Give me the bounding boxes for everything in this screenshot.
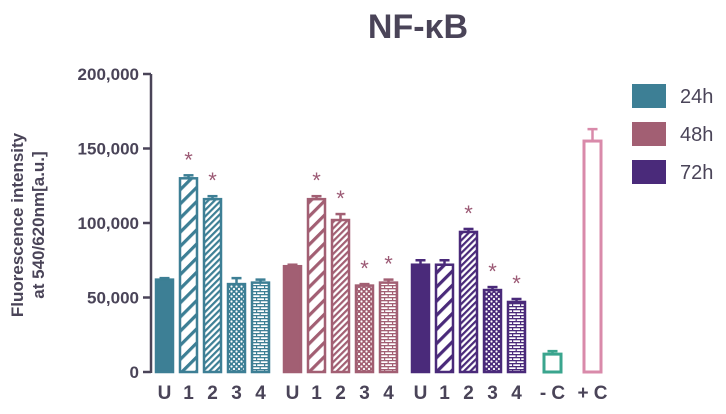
legend-label: 48h — [680, 124, 713, 146]
y-tick-label: 0 — [130, 363, 139, 382]
legend-swatch — [632, 160, 666, 184]
significance-star: * — [336, 186, 345, 211]
legend-item: 48h — [632, 122, 713, 146]
y-axis-label-line: at 540/620nm[a.u.] — [29, 151, 48, 298]
significance-star: * — [312, 168, 321, 193]
significance-star: * — [208, 168, 217, 193]
significance-star: * — [184, 147, 193, 172]
bar-rect — [378, 281, 399, 374]
legend-item: 24h — [632, 84, 713, 108]
bar-u: U — [154, 276, 175, 404]
bar-1: 1* — [178, 147, 199, 404]
x-tick-label: 4 — [511, 383, 522, 404]
y-axis-label: Fluorescence intensity at 540/620nm[a.u.] — [8, 132, 48, 317]
bars: U 1*2*3 4 U 1*2*3*4*U 1 2*3*4*- C + C — [154, 127, 608, 404]
legend-item: 72h — [632, 160, 713, 184]
legend-swatch — [632, 84, 666, 108]
bar-rect — [582, 139, 603, 374]
bar-4: 4* — [378, 252, 399, 404]
axes: 0 50,000 100,000 150,000 200,000 — [78, 65, 153, 382]
chart-title: NF-κB — [368, 8, 468, 46]
legend-label: 24h — [680, 86, 713, 108]
bar-rect — [458, 230, 479, 374]
bar-1: 1 — [434, 259, 455, 404]
y-tick-label: 100,000 — [78, 214, 139, 233]
bar-rect — [434, 263, 455, 374]
bar-rect — [354, 284, 375, 374]
bar-u: U — [282, 263, 303, 404]
x-tick-label: 2 — [207, 383, 218, 404]
significance-star: * — [488, 259, 497, 284]
bar-rect — [330, 218, 351, 374]
significance-star: * — [360, 256, 369, 281]
x-tick-label: 4 — [383, 383, 394, 404]
x-tick-label: + C — [577, 383, 607, 404]
bar-4: 4* — [506, 271, 527, 404]
y-tick-label: 200,000 — [78, 65, 139, 84]
bar-2: 2* — [330, 186, 351, 404]
bar-rect — [178, 177, 199, 374]
legend: 24h 48h 72h — [632, 84, 713, 184]
bar-3: 3* — [482, 259, 503, 404]
bar-rect — [282, 264, 303, 374]
x-tick-label: 3 — [231, 383, 242, 404]
x-tick-label: 4 — [255, 383, 266, 404]
bar-rect — [506, 300, 527, 374]
x-tick-label: 2 — [335, 383, 346, 404]
bar-3: 3* — [354, 256, 375, 404]
x-tick-label: 3 — [487, 383, 498, 404]
bar--c: - C — [540, 349, 566, 404]
x-tick-label: 1 — [439, 383, 450, 404]
x-tick-label: U — [414, 383, 428, 404]
significance-star: * — [512, 271, 521, 296]
legend-label: 72h — [680, 162, 713, 184]
bar-rect — [250, 281, 271, 374]
bar-+c: + C — [577, 127, 608, 404]
bar-rect — [542, 352, 563, 374]
y-axis-label-line: Fluorescence intensity — [8, 132, 27, 317]
bar-rect — [410, 263, 431, 374]
x-tick-label: - C — [540, 383, 566, 404]
significance-star: * — [464, 201, 473, 226]
bar-1: 1* — [306, 168, 327, 404]
x-tick-label: 1 — [183, 383, 194, 404]
x-tick-label: 2 — [463, 383, 474, 404]
bar-rect — [226, 282, 247, 374]
significance-star: * — [384, 252, 393, 277]
bar-rect — [482, 288, 503, 374]
x-tick-label: U — [158, 383, 172, 404]
legend-swatch — [632, 122, 666, 146]
bar-u: U — [410, 259, 431, 404]
y-tick-label: 150,000 — [78, 140, 139, 159]
bar-rect — [306, 197, 327, 374]
y-tick-label: 50,000 — [87, 289, 139, 308]
bar-rect — [154, 278, 175, 374]
bar-4: 4 — [250, 278, 271, 404]
bar-rect — [202, 197, 223, 374]
x-tick-label: 1 — [311, 383, 322, 404]
bar-3: 3 — [226, 276, 247, 404]
bar-2: 2* — [202, 168, 223, 404]
x-tick-label: U — [286, 383, 300, 404]
bar-2: 2* — [458, 201, 479, 404]
x-tick-label: 3 — [359, 383, 370, 404]
